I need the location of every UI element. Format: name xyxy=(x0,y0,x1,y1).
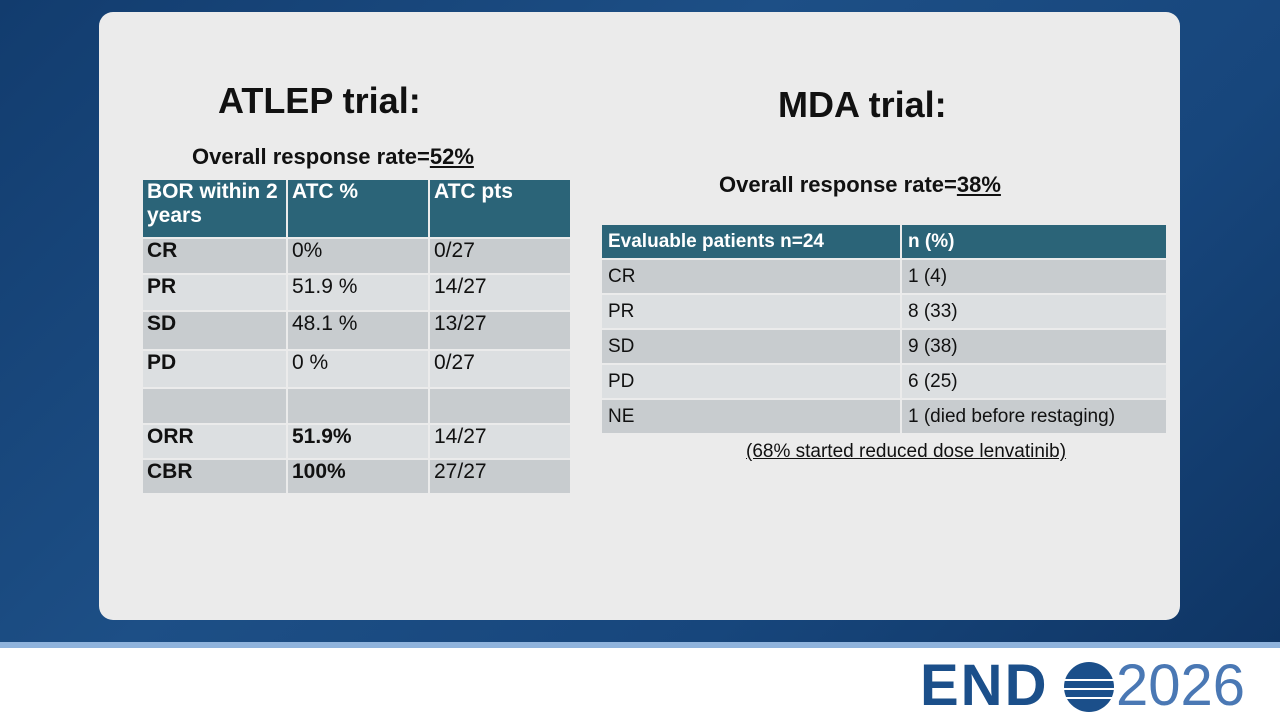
right-title: MDA trial: xyxy=(778,84,947,125)
subtitle-value: 38% xyxy=(956,172,1001,197)
atlep-table: BOR within 2 years ATC % ATC pts CR 0% 0/27 PR… xyxy=(141,178,572,495)
table-cell: NE xyxy=(600,398,902,435)
table-cell: SD xyxy=(600,328,902,365)
table-cell: PR xyxy=(600,293,902,330)
table-cell: 6 (25) xyxy=(900,363,1168,400)
table-cell: Evaluable patients n=24 xyxy=(600,223,902,260)
table-cell: ATC pts xyxy=(428,178,572,239)
left-subtitle: Overall response rate=52% xyxy=(192,144,474,170)
table-cell: 0% xyxy=(286,237,430,275)
table-cell: 1 (4) xyxy=(900,258,1168,295)
table-cell: 51.9 % xyxy=(286,273,430,312)
table-cell: 14/27 xyxy=(428,273,572,312)
footer-stripe xyxy=(0,642,1280,648)
table-row: NE 1 (died before restaging) xyxy=(600,398,1168,435)
table-cell: CR xyxy=(600,258,902,295)
table-cell: PR xyxy=(141,273,288,312)
table-row: BOR within 2 years ATC % ATC pts xyxy=(141,178,572,239)
table-cell: 100% xyxy=(286,458,430,495)
table-row: PR 8 (33) xyxy=(600,293,1168,330)
table-cell: 48.1 % xyxy=(286,310,430,351)
subtitle-value: 52% xyxy=(429,144,474,169)
table-row: CR 0% 0/27 xyxy=(141,237,572,275)
table-cell: PD xyxy=(600,363,902,400)
blank-row xyxy=(141,387,572,425)
table-cell: 8 (33) xyxy=(900,293,1168,330)
table-cell: PD xyxy=(141,349,288,389)
table-cell: n (%) xyxy=(900,223,1168,260)
logo-globe xyxy=(1064,662,1114,712)
left-title: ATLEP trial: xyxy=(218,80,421,121)
table-cell: CR xyxy=(141,237,288,275)
logo-year: 2026 xyxy=(1116,653,1246,718)
table-row: PD 6 (25) xyxy=(600,363,1168,400)
table-row: PD 0 % 0/27 xyxy=(141,349,572,389)
table-cell: 13/27 xyxy=(428,310,572,351)
table-cell: 27/27 xyxy=(428,458,572,495)
table-cell: CBR xyxy=(141,458,288,495)
blank-cell xyxy=(286,387,430,425)
logo-brand: END xyxy=(920,653,1049,718)
table-cell: ORR xyxy=(141,423,288,460)
table-cell: 0/27 xyxy=(428,349,572,389)
blank-cell xyxy=(141,387,288,425)
table-row: Evaluable patients n=24 n (%) xyxy=(600,223,1168,260)
subtitle-text: Overall response rate= xyxy=(719,172,957,197)
table-cell: 51.9% xyxy=(286,423,430,460)
right-subtitle: Overall response rate=38% xyxy=(719,172,1001,198)
table-cell: 0/27 xyxy=(428,237,572,275)
table-row: PR 51.9 % 14/27 xyxy=(141,273,572,312)
table-cell: ATC % xyxy=(286,178,430,239)
table-row: SD 48.1 % 13/27 xyxy=(141,310,572,351)
table-row: CBR 100% 27/27 xyxy=(141,458,572,495)
mda-table: Evaluable patients n=24 n (%) CR 1 (4) PR 8 (… xyxy=(600,223,1168,435)
subtitle-text: Overall response rate= xyxy=(192,144,430,169)
table-cell: 0 % xyxy=(286,349,430,389)
table-cell: SD xyxy=(141,310,288,351)
table-cell: 14/27 xyxy=(428,423,572,460)
table-row: SD 9 (38) xyxy=(600,328,1168,365)
note: (68% started reduced dose lenvatinib) xyxy=(746,441,1067,462)
blank-cell xyxy=(428,387,572,425)
table-row: ORR 51.9% 14/27 xyxy=(141,423,572,460)
table-row: CR 1 (4) xyxy=(600,258,1168,295)
table-cell: BOR within 2 years xyxy=(141,178,288,239)
table-cell: 9 (38) xyxy=(900,328,1168,365)
table-cell: 1 (died before restaging) xyxy=(900,398,1168,435)
